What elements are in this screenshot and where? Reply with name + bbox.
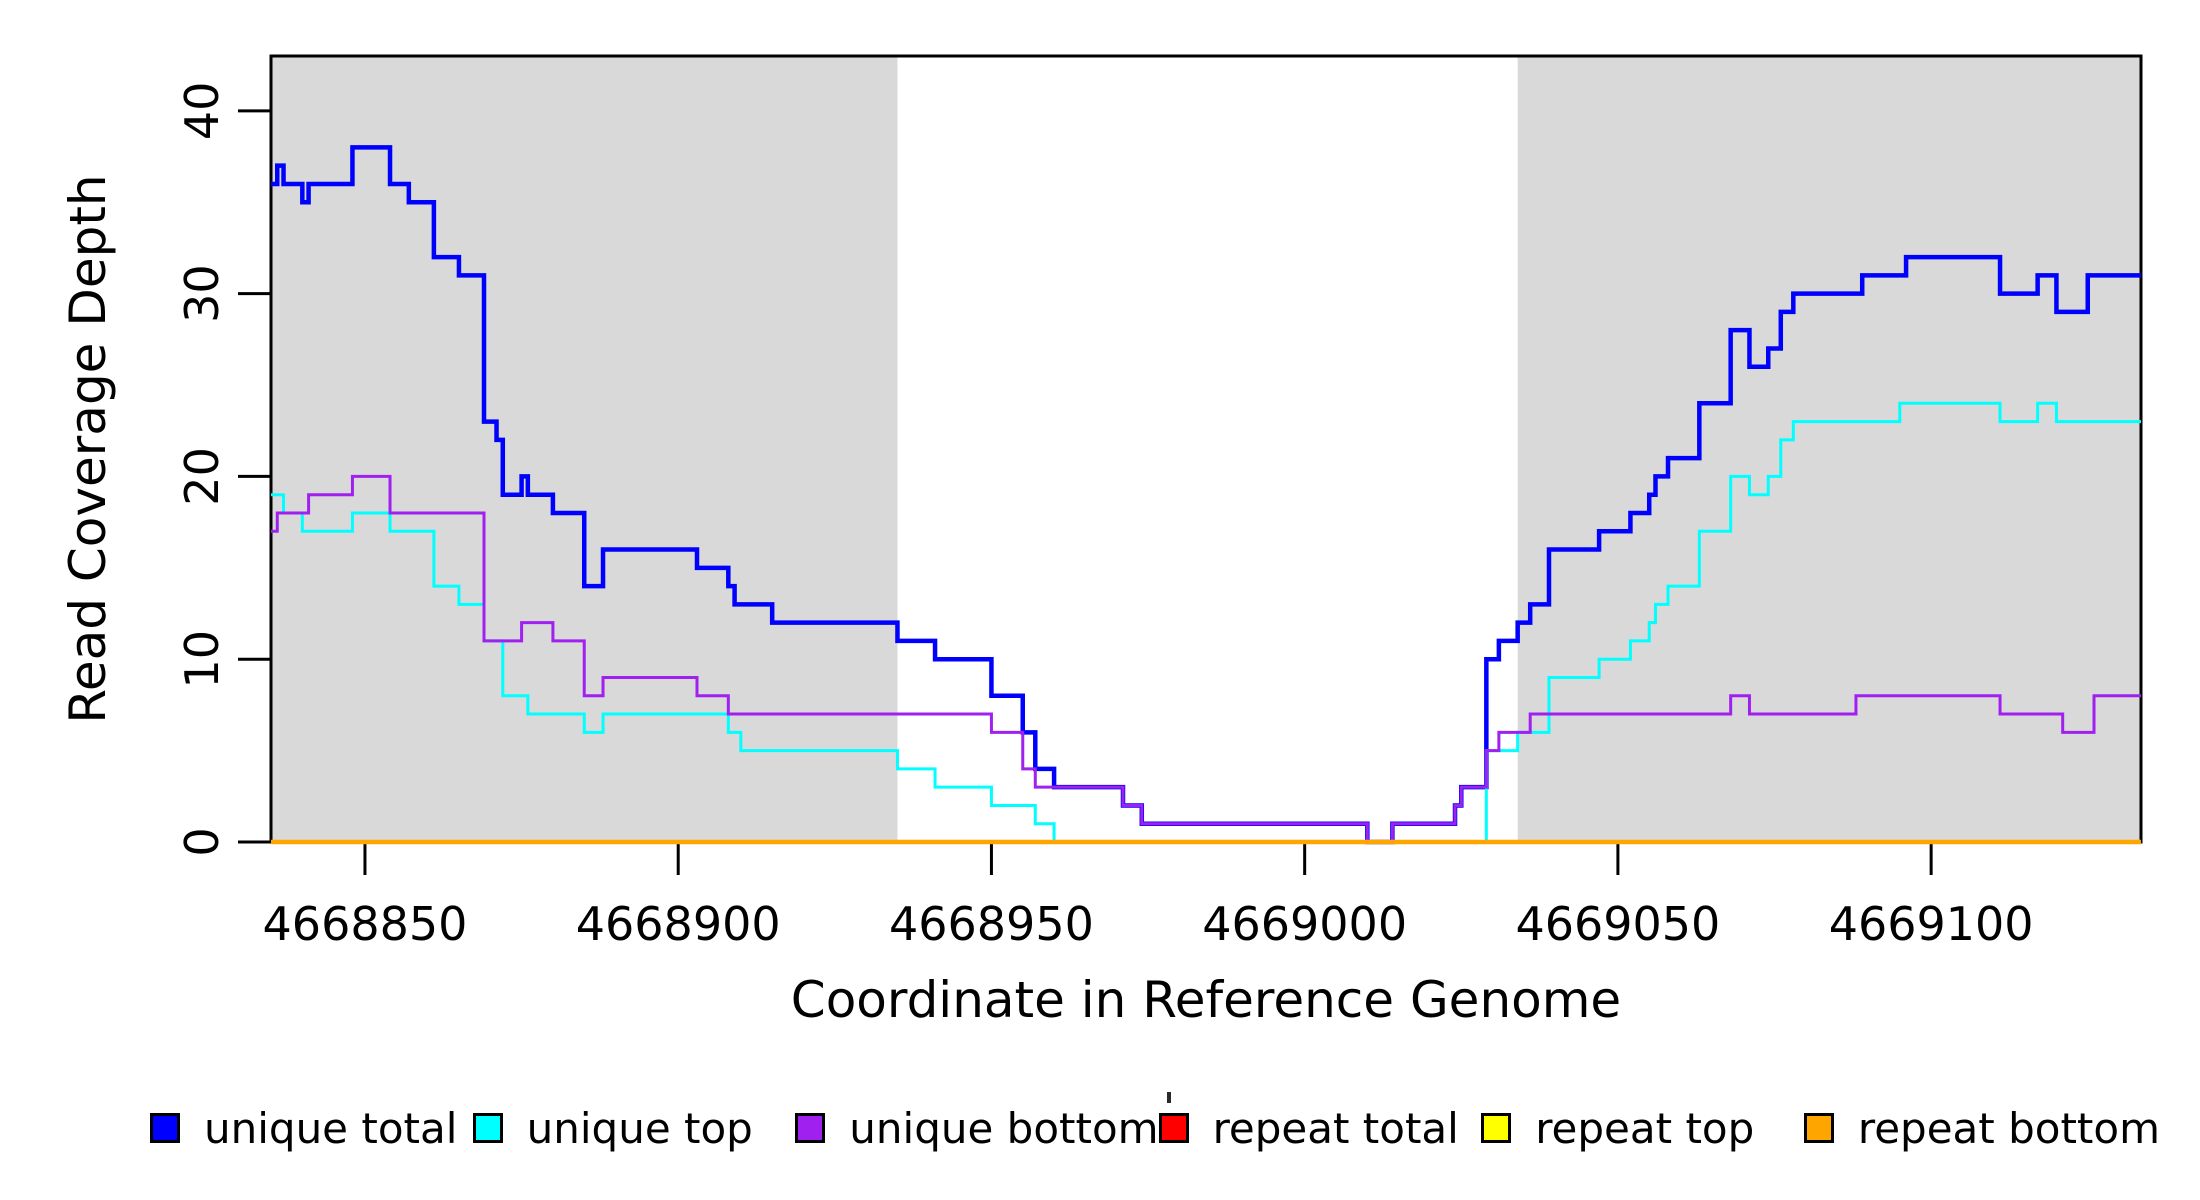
x-tick-label: 4668900 [576, 897, 781, 951]
legend-swatch [472, 1113, 503, 1143]
legend-label: unique bottom [849, 1103, 1159, 1153]
x-axis-title: Coordinate in Reference Genome [790, 971, 1622, 1029]
x-tick-label: 4669000 [1202, 897, 1407, 951]
y-tick-label: 40 [175, 82, 229, 141]
legend-item-repeat-total: repeat total [1158, 1103, 1482, 1153]
legend: unique total unique top unique bottom repea… [150, 1100, 2160, 1156]
x-tick-label: 4669100 [1829, 897, 2034, 951]
x-tick-label: 4668850 [263, 897, 468, 951]
legend-label: repeat total [1212, 1103, 1459, 1153]
shaded-region [271, 56, 898, 842]
legend-swatch [1803, 1113, 1834, 1143]
legend-label: unique total [204, 1103, 458, 1153]
legend-label: unique top [526, 1103, 753, 1153]
legend-item-repeat-bottom: repeat bottom [1803, 1103, 2160, 1153]
legend-item-unique-total: unique total [150, 1104, 473, 1153]
y-axis-title: Read Coverage Depth [59, 174, 117, 724]
legend-swatch [1481, 1113, 1512, 1143]
legend-swatch [795, 1113, 826, 1143]
x-tick-label: 4668950 [889, 897, 1094, 951]
series-unique-bottom [271, 474, 2141, 844]
y-tick-label: 30 [175, 264, 229, 323]
y-tick-label: 0 [175, 827, 229, 856]
legend-label: repeat bottom [1857, 1103, 2160, 1153]
legend-item-unique-top: unique top [472, 1103, 796, 1153]
y-tick-label: 10 [175, 630, 229, 689]
y-tick-label: 20 [175, 447, 229, 506]
legend-item-unique-bottom: unique bottom [795, 1103, 1159, 1153]
legend-swatch [150, 1113, 180, 1143]
legend-swatch [1158, 1113, 1189, 1143]
legend-label: repeat top [1535, 1103, 1755, 1153]
shaded-region [1517, 56, 2141, 842]
x-tick-label: 4669050 [1515, 897, 1720, 951]
stray-mark [1167, 1092, 1171, 1103]
legend-item-repeat-top: repeat top [1481, 1104, 1804, 1153]
